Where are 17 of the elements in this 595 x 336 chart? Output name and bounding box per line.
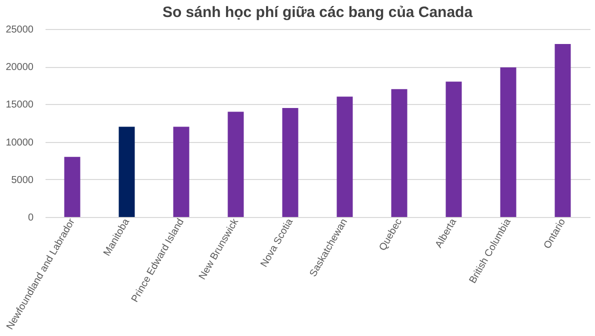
- bar: [64, 156, 80, 217]
- y-tick-label: 15000: [6, 100, 34, 111]
- bar: [336, 96, 353, 217]
- y-tick-label: 0: [28, 212, 34, 224]
- bar: [173, 126, 190, 217]
- y-tick-label: 5000: [11, 174, 34, 186]
- y-tick-label: 25000: [6, 24, 34, 36]
- y-tick-label: 10000: [6, 137, 34, 148]
- bar: [500, 67, 516, 217]
- chart-title: So sánh học phí giữa các bang của Canada: [162, 4, 474, 21]
- bar: [282, 108, 298, 217]
- bar: [554, 44, 571, 217]
- bar: [446, 82, 462, 217]
- bar: [228, 112, 244, 217]
- bar: [118, 126, 135, 217]
- y-tick-label: 20000: [6, 62, 34, 74]
- bar: [391, 89, 408, 217]
